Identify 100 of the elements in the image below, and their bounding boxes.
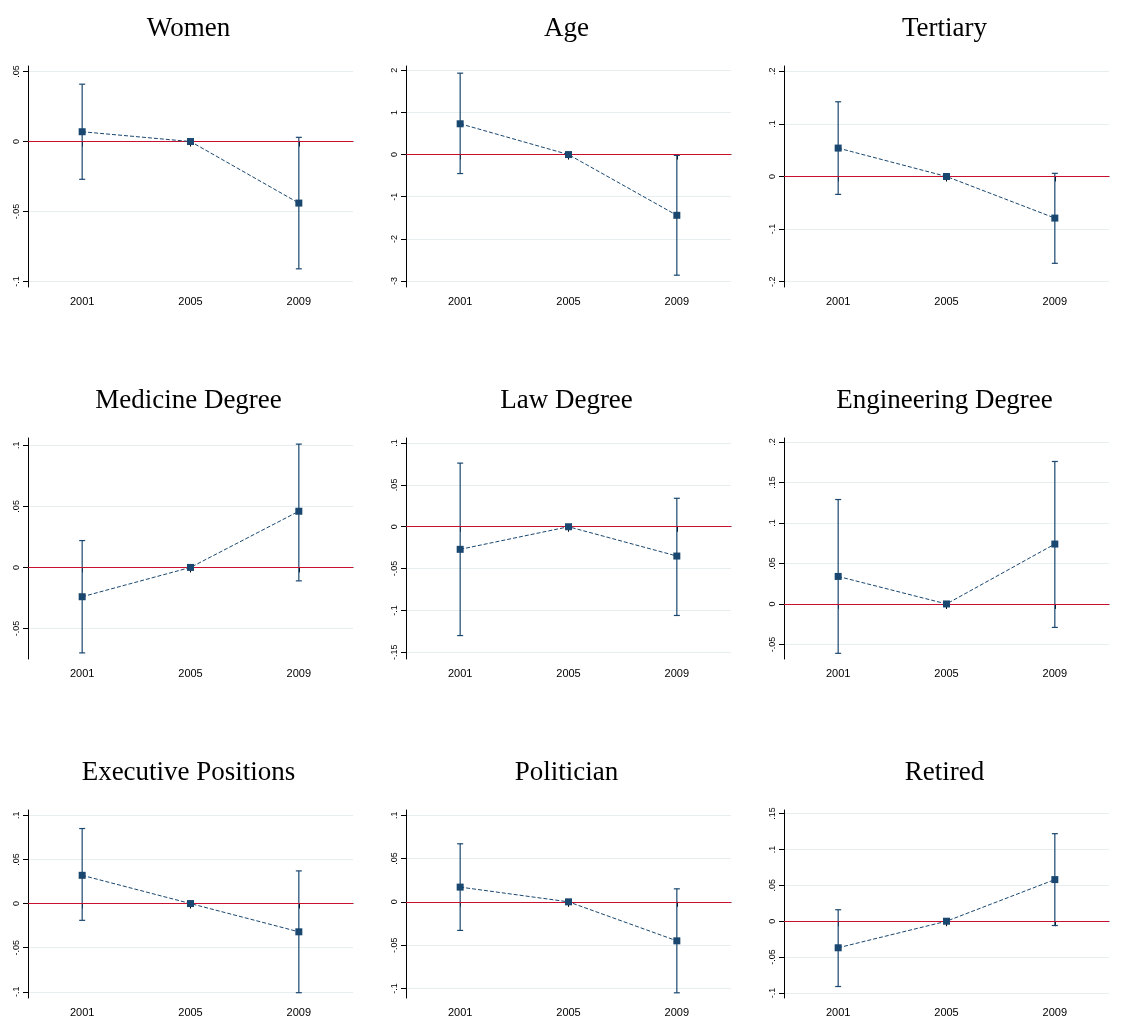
y-tick-label: -.1 — [10, 986, 21, 998]
y-tick-label: -3 — [388, 277, 399, 286]
point — [78, 128, 86, 136]
chart-title: Medicine Degree — [95, 383, 282, 414]
y-tick-label: 0 — [388, 524, 399, 530]
point — [673, 552, 681, 560]
y-tick-label: 0 — [388, 899, 399, 905]
chart-title: Engineering Degree — [836, 383, 1053, 414]
x-tick-label: 2005 — [934, 1005, 959, 1018]
point — [456, 120, 464, 128]
y-tick-label: -.05 — [10, 203, 21, 220]
point — [834, 144, 842, 152]
chart-title: Executive Positions — [81, 755, 296, 786]
y-tick-label: 0 — [10, 139, 21, 145]
point — [78, 593, 86, 601]
point — [1051, 876, 1059, 884]
y-tick-label: .15 — [766, 807, 777, 820]
y-tick-label: -.1 — [388, 605, 399, 616]
chart-title: Law Degree — [500, 383, 633, 414]
y-tick-label: 1 — [388, 109, 399, 115]
x-tick-label: 2009 — [286, 1005, 312, 1018]
y-tick-label: 0 — [10, 564, 21, 570]
y-tick-label: .05 — [766, 879, 777, 892]
y-tick-label: .1 — [388, 811, 399, 819]
point — [295, 507, 303, 515]
x-tick-label: 2001 — [825, 666, 851, 679]
y-tick-label: .05 — [10, 853, 21, 866]
y-tick-label: -.2 — [766, 276, 777, 287]
x-tick-label: 2005 — [934, 294, 959, 307]
y-tick-label: .1 — [766, 519, 777, 527]
x-tick-label: 2009 — [1042, 1005, 1068, 1018]
point — [78, 871, 86, 879]
x-tick-label: 2005 — [178, 294, 203, 307]
x-tick-label: 2009 — [1042, 294, 1068, 307]
x-tick-label: 2005 — [178, 1005, 203, 1018]
chart-title: Women — [146, 11, 231, 42]
point — [295, 199, 303, 207]
x-tick-label: 2001 — [447, 666, 473, 679]
x-tick-label: 2001 — [69, 666, 95, 679]
point — [834, 572, 842, 580]
point — [834, 944, 842, 952]
point — [456, 883, 464, 891]
y-tick-label: .1 — [388, 439, 399, 447]
y-tick-label: -1 — [388, 192, 399, 201]
x-tick-label: 2009 — [1042, 666, 1068, 679]
y-tick-label: -.1 — [766, 987, 777, 999]
y-tick-label: 0 — [766, 173, 777, 180]
y-tick-label: 0 — [766, 918, 777, 924]
x-tick-label: 2001 — [825, 1005, 851, 1018]
y-tick-label: -.05 — [10, 939, 21, 956]
x-tick-label: 2001 — [447, 1005, 473, 1018]
y-tick-label: .05 — [10, 65, 21, 78]
y-tick-label: 2 — [388, 67, 399, 73]
chart-title: Age — [544, 11, 590, 42]
x-tick-label: 2005 — [556, 666, 581, 679]
y-tick-label: -.05 — [388, 560, 399, 577]
y-tick-label: .1 — [766, 120, 777, 128]
x-tick-label: 2005 — [178, 666, 203, 679]
x-tick-label: 2009 — [664, 666, 690, 679]
y-tick-label: -.05 — [388, 937, 399, 953]
x-tick-label: 2001 — [69, 294, 95, 307]
y-tick-label: -.05 — [766, 636, 777, 653]
y-tick-label: -.05 — [10, 620, 21, 637]
chart-title: Tertiary — [901, 11, 988, 42]
chart-title: Retired — [904, 755, 985, 786]
y-tick-label: -.1 — [10, 276, 21, 287]
x-tick-label: 2005 — [556, 1005, 581, 1018]
y-tick-label: 0 — [388, 152, 399, 158]
point — [673, 211, 681, 219]
point — [456, 545, 464, 553]
x-tick-label: 2001 — [825, 294, 851, 307]
y-tick-label: .1 — [10, 811, 21, 820]
y-tick-label: 0 — [10, 901, 21, 907]
y-tick-label: .05 — [388, 478, 399, 492]
y-tick-label: .2 — [766, 67, 777, 76]
x-tick-label: 2009 — [286, 294, 312, 307]
x-tick-label: 2005 — [934, 666, 959, 679]
x-tick-label: 2001 — [447, 294, 473, 307]
y-tick-label: .1 — [10, 441, 21, 450]
y-tick-label: -.15 — [388, 644, 399, 661]
y-tick-label: .2 — [766, 438, 777, 446]
y-tick-label: .05 — [766, 557, 777, 570]
y-tick-label: -.1 — [388, 983, 399, 994]
y-tick-label: .05 — [10, 500, 21, 513]
y-tick-label: -.05 — [766, 949, 777, 965]
x-tick-label: 2001 — [69, 1005, 95, 1018]
y-tick-label: 0 — [766, 601, 777, 607]
y-tick-label: .15 — [766, 476, 777, 489]
y-tick-label: .05 — [388, 852, 399, 865]
point — [1051, 540, 1059, 548]
x-tick-label: 2009 — [664, 1005, 690, 1018]
y-tick-label: -2 — [388, 234, 399, 243]
x-tick-label: 2005 — [556, 294, 581, 307]
chart-title: Politician — [514, 755, 619, 786]
y-tick-label: .1 — [766, 845, 777, 854]
point — [295, 928, 303, 936]
point — [673, 937, 681, 945]
point — [1051, 214, 1059, 222]
y-tick-label: -.1 — [766, 223, 777, 235]
x-tick-label: 2009 — [286, 666, 312, 679]
